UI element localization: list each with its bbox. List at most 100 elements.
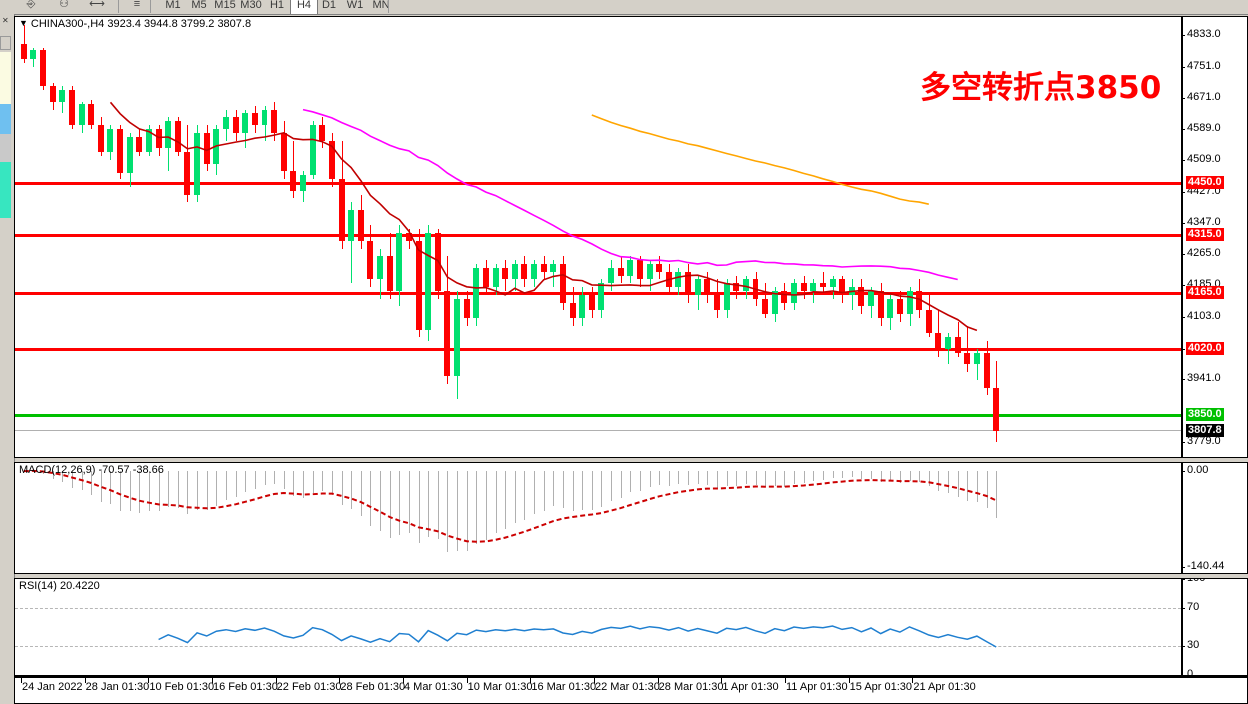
axis-tick [1181,566,1185,568]
price-tag-resistance[interactable]: 4020.0 [1186,341,1224,355]
price-level-line[interactable] [15,429,1181,431]
macd-histogram-bar [236,471,237,497]
macd-histogram-bar [293,471,294,496]
price-tag-last-price[interactable]: 3807.8 [1186,423,1224,437]
macd-histogram-bar [370,471,371,527]
macd-histogram-bar [727,471,728,487]
price-tag-support[interactable]: 3850.0 [1186,407,1224,421]
macd-histogram-bar [804,471,805,483]
axis-tick-label: 4265.0 [1187,247,1221,260]
axis-tick [1181,222,1185,224]
time-axis[interactable]: 24 Jan 2022 28 Jan 01:30 10 Feb 01:30 16 Fe… [14,676,1248,704]
market-watch-dock[interactable]: ✕ [0,14,15,704]
macd-histogram-bar [72,471,73,489]
macd-histogram-bar [178,471,179,508]
macd-histogram-bar [322,471,323,491]
close-icon[interactable]: ✕ [2,16,9,25]
macd-histogram-bar [563,471,564,509]
time-axis-label: 1 Apr 01:30 [722,681,779,693]
macd-histogram-bar [948,471,949,494]
macd-axis[interactable]: 0.00 -140.44 [1181,463,1247,573]
macd-histogram-bar [467,471,468,552]
price-axis[interactable]: 4833.0 4751.0 4671.0 4589.0 4509.0 4427.0 4347… [1181,17,1247,457]
macd-histogram-bar [861,471,862,480]
cursor-icon[interactable]: ⎆ [26,0,36,10]
list-icon[interactable]: ≡ [133,0,141,10]
time-axis-label: 16 Feb 01:30 [213,681,278,693]
time-axis-label: 22 Feb 01:30 [276,681,342,693]
timeframe-w1[interactable]: W1 [346,0,364,11]
timeframe-d1[interactable]: D1 [321,0,337,11]
price-tag-resistance[interactable]: 4315.0 [1186,228,1224,242]
macd-histogram-bar [659,471,660,486]
price-plot-area[interactable] [15,17,1181,457]
price-level-line[interactable] [15,347,1181,351]
time-tick [530,678,532,683]
axis-tick-label: 4671.0 [1187,90,1221,103]
macd-histogram-bar [813,471,814,481]
macd-histogram-bar [881,471,882,482]
price-chart-header: ▼ CHINA300-,H4 3923.4 3944.8 3799.2 3807.… [19,18,251,30]
axis-tick-label: 3941.0 [1187,372,1221,385]
axis-tick-label: 0 [1187,668,1194,676]
macd-histogram-bar [669,471,670,486]
price-chart-pane[interactable]: 4833.0 4751.0 4671.0 4589.0 4509.0 4427.0 4347… [14,16,1248,458]
price-level-line[interactable] [15,234,1181,238]
macd-plot-area[interactable] [15,463,1181,573]
macd-histogram-bar [650,471,651,488]
time-axis-label: 16 Mar 01:30 [531,681,597,693]
macd-histogram-bar [399,471,400,536]
macd-histogram-bar [524,471,525,520]
ma-line [302,108,958,281]
time-tick [21,678,22,683]
timeframe-m5[interactable]: M5 [191,0,207,11]
time-tick [912,678,914,683]
macd-histogram-bar [216,471,217,506]
rsi-plot-area[interactable] [15,579,1181,675]
axis-tick-label: 4751.0 [1187,59,1221,72]
macd-histogram-bar [958,471,959,497]
dock-row [0,190,11,218]
macd-histogram-bar [91,471,92,495]
macd-pane[interactable]: 0.00 -140.44 MACD(12,26,9) -70.57 -38.66 [14,462,1248,574]
macd-histogram-bar [168,471,169,508]
timeframe-h1[interactable]: H1 [269,0,285,11]
macd-histogram-bar [515,471,516,523]
rsi-axis[interactable]: 100 70 30 0 [1181,579,1247,675]
timeframe-m1[interactable]: M1 [165,0,181,11]
macd-histogram-bar [929,471,930,487]
ma-line [591,114,929,205]
macd-histogram-bar [390,471,391,539]
rsi-pane[interactable]: 100 70 30 0 RSI(14) 20.4220 [14,578,1248,676]
macd-histogram-bar [582,471,583,510]
crosshair-icon[interactable]: ⚇ [59,0,69,10]
timeframe-mn[interactable]: MN [372,0,390,11]
time-tick [212,678,213,683]
price-level-line[interactable] [15,181,1181,185]
price-tag-resistance[interactable]: 4450.0 [1186,175,1224,189]
macd-header: MACD(12,26,9) -70.57 -38.66 [19,464,164,476]
axis-tick [1181,348,1185,350]
macd-histogram-bar [833,471,834,478]
rsi-header: RSI(14) 20.4220 [19,580,100,592]
timeframe-h4[interactable]: H4 [290,0,318,14]
macd-histogram-bar [187,471,188,515]
price-level-line[interactable] [15,291,1181,295]
macd-histogram-bar [996,471,997,518]
macd-histogram-bar [717,471,718,489]
timeframe-m15[interactable]: M15 [214,0,236,11]
price-tag-resistance[interactable]: 4165.0 [1186,285,1224,299]
collapse-icon[interactable]: ▼ [19,18,28,28]
macd-histogram-bar [611,471,612,502]
axis-tick-label: 4589.0 [1187,122,1221,135]
timeframe-m30[interactable]: M30 [240,0,262,11]
macd-histogram-bar [245,471,246,492]
price-level-line[interactable] [15,413,1181,417]
macd-histogram-bar [476,471,477,544]
axis-tick [1181,316,1185,318]
rsi-line-overlay [158,625,997,648]
macd-histogram-bar [120,471,121,511]
macd-histogram-bar [313,471,314,493]
drawline-icon[interactable]: ⟷ [89,0,105,10]
time-axis-label: 11 Apr 01:30 [786,681,848,693]
